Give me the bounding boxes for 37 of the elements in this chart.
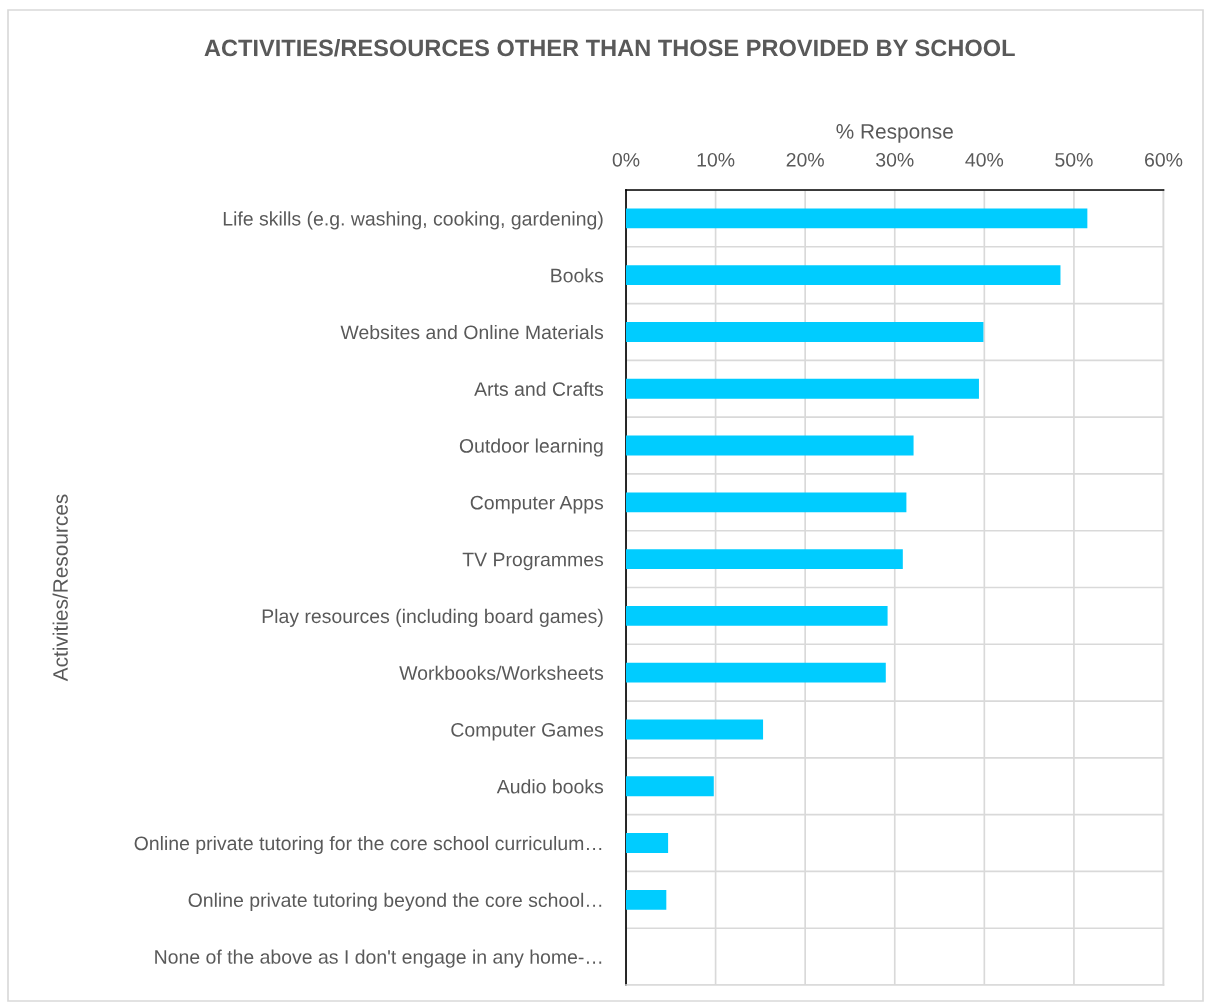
bar [626, 378, 979, 399]
y-tick-label: Play resources (including board games) [262, 608, 603, 627]
x-tick-label: 20% [786, 152, 824, 167]
x-tick-label: 10% [697, 152, 735, 167]
x-tick-label: 60% [1145, 152, 1183, 167]
y-tick-label: Audio books [496, 779, 604, 794]
bar [626, 776, 714, 797]
x-tick-label: 40% [965, 152, 1004, 167]
y-tick-label: Arts and Crafts [474, 381, 604, 396]
bar [626, 322, 984, 342]
y-tick-label: Workbooks/Worksheets [399, 665, 604, 680]
bar [626, 549, 903, 570]
x-axis-title: % Response [836, 124, 953, 143]
y-tick-label: Websites and Online Materials [340, 324, 604, 340]
bar [626, 719, 764, 740]
bar [626, 265, 1061, 286]
bar [626, 208, 1088, 229]
y-tick-label: Online private tutoring for the core school curriculum… [134, 835, 602, 855]
bar [626, 662, 886, 683]
y-axis-title: Activities/Resources [52, 494, 68, 682]
y-tick-label: Computer Games [451, 722, 604, 741]
y-tick-label: Life skills (e.g. washing, cooking, gardening) [223, 211, 603, 230]
x-tick-label: 30% [876, 152, 914, 167]
chart-title: ACTIVITIES/RESOURCES OTHER THAN THOSE PROVIDED BY SCHOOL [204, 39, 1015, 57]
bar [626, 605, 888, 626]
bar [626, 833, 669, 853]
y-tick-label: TV Programmes [462, 552, 604, 571]
y-tick-label: Computer Apps [470, 495, 604, 514]
bar [626, 889, 667, 910]
x-tick-label: 0% [612, 152, 640, 167]
bar [626, 435, 914, 456]
y-tick-label: Books [551, 268, 604, 283]
y-tick-label: Outdoor learning [459, 438, 603, 457]
y-tick-label: None of the above as I don't engage in any home-… [155, 949, 602, 968]
x-tick-label: 50% [1055, 152, 1093, 167]
y-tick-label: Online private tutoring beyond the core school… [188, 892, 602, 911]
bar [626, 492, 907, 513]
